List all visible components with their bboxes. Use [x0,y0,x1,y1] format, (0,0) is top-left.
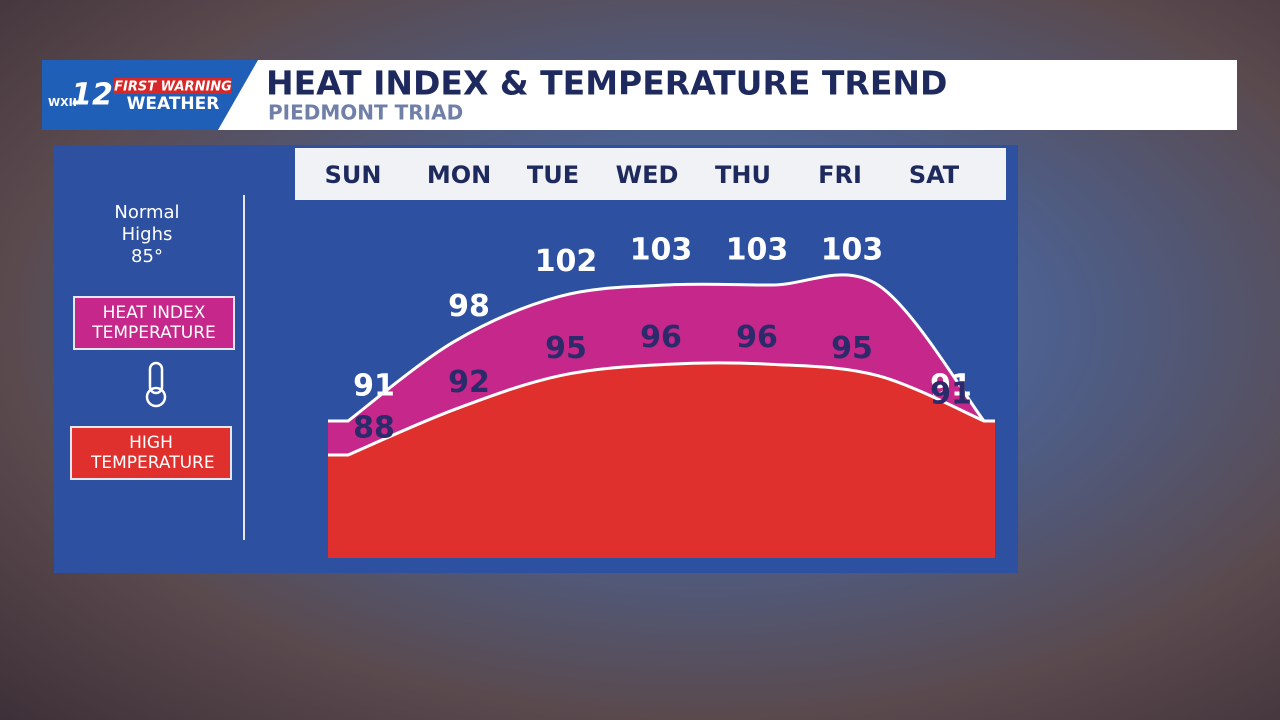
legend-label: HEAT INDEX TEMPERATURE [92,303,216,343]
normal-highs-label: Normal Highs [114,202,180,245]
normal-highs: Normal Highs 85° [88,202,206,268]
series-line [328,361,995,457]
value-label: 91 [930,377,972,412]
title: HEAT INDEX & TEMPERATURE TREND [266,64,947,103]
day-label: SAT [909,161,960,189]
normal-highs-value: 85° [131,246,163,267]
value-label: 95 [831,331,873,366]
value-label: 96 [736,320,778,355]
day-label: TUE [527,161,579,189]
legend-item: HEAT INDEX TEMPERATURE [73,296,235,350]
logo-channel: 12 [71,78,113,113]
value-label: 102 [535,244,598,279]
value-label: 91 [930,369,972,404]
day-label: FRI [818,161,862,189]
subtitle: PIEDMONT TRIAD [268,101,463,125]
value-label: 92 [448,365,490,400]
logo-brand-top: FIRST WARNING [114,80,232,95]
value-label: 91 [353,369,395,404]
value-label: 103 [726,233,789,268]
day-bar [295,148,1006,200]
legend-item: HIGH TEMPERATURE [70,426,232,480]
logo-ribbon [114,78,232,94]
logo-brand-bottom: WEATHER [127,94,220,114]
day-label: SUN [325,161,382,189]
value-label: 98 [448,289,490,324]
legend-label: HIGH TEMPERATURE [91,433,215,473]
value-label: 103 [630,233,693,268]
thermometer-icon [145,361,167,408]
value-label: 95 [545,331,587,366]
day-label: THU [715,161,771,189]
series-area [328,362,995,558]
series-line [328,273,995,423]
day-label: MON [427,161,491,189]
value-label: 88 [353,411,395,446]
value-label: 96 [640,320,682,355]
logo-station: WXII [48,96,77,109]
value-label: 103 [821,233,884,268]
day-label: WED [616,161,679,189]
logo-block [42,60,258,130]
